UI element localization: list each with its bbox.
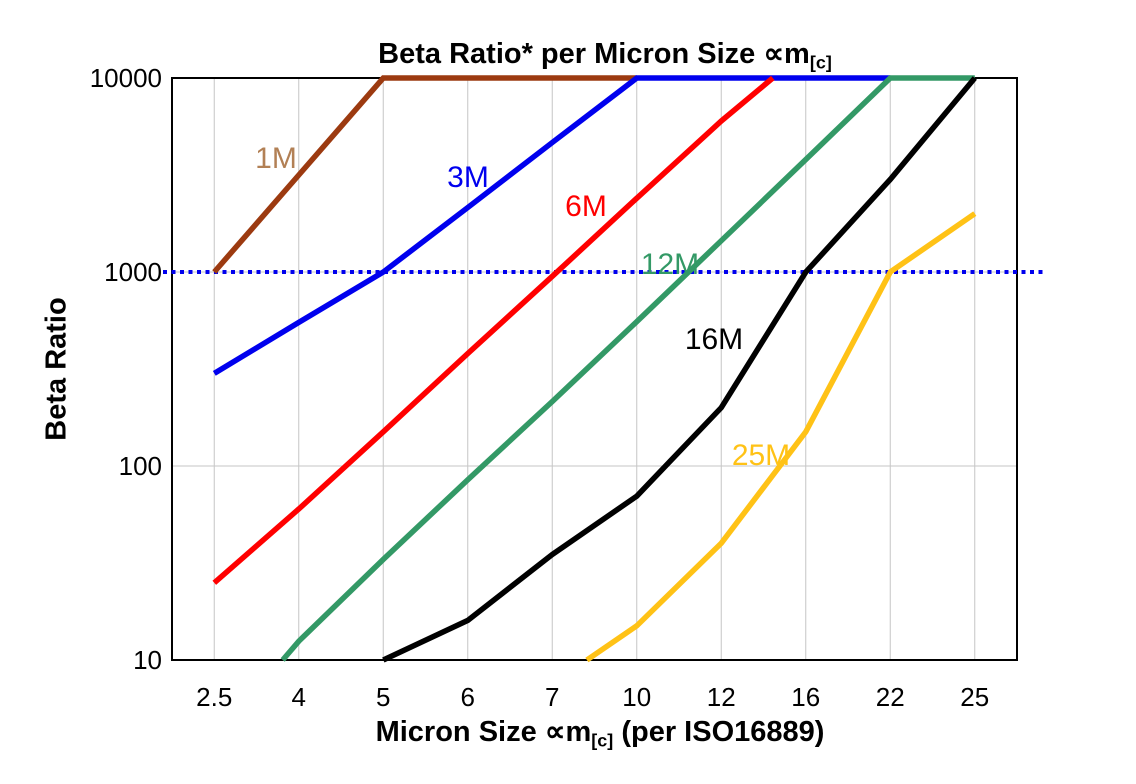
x-tick-label-6: 6 [461,682,475,712]
micron-symbol: ∝m [544,716,592,748]
x-axis-title-text: Micron Size [375,716,545,748]
series-label-3M: 3M [447,161,489,194]
series-label-12M: 12M [641,248,699,281]
micron-subscript: [c] [591,730,614,751]
x-tick-label-2.5: 2.5 [196,682,232,712]
y-tick-label-10000: 10000 [90,63,162,93]
micron-symbol: ∝m [763,38,810,70]
x-tick-label-5: 5 [376,682,390,712]
series-line-12M [280,75,975,662]
series-label-6M: 6M [565,190,607,223]
series-line-16M [382,76,977,663]
series-label-16M: 16M [685,323,743,356]
x-tick-label-22: 22 [876,682,905,712]
x-tick-label-4: 4 [292,682,306,712]
y-tick-label-10: 10 [133,645,162,675]
x-tick-label-10: 10 [622,682,651,712]
chart-title: Beta Ratio* per Micron Size ∝m[c] [160,36,1050,73]
x-tick-label-7: 7 [545,682,559,712]
y-tick-label-100: 100 [119,451,162,481]
x-tick-label-12: 12 [707,682,736,712]
series-line-6M [212,75,775,585]
series-line-25M [585,211,977,663]
x-axis-title-suffix: (per ISO16889) [613,716,825,748]
y-tick-label-1000: 1000 [104,257,162,287]
series-label-25M: 25M [732,439,790,472]
x-tick-label-25: 25 [960,682,989,712]
micron-subscript: [c] [809,52,832,73]
chart-title-text: Beta Ratio* per Micron Size [378,38,764,70]
series-line-3M [212,75,891,376]
x-axis-title: Micron Size ∝m[c] (per ISO16889) [155,714,1045,751]
series-line-1M [212,75,637,274]
x-tick-label-16: 16 [791,682,820,712]
series-label-1M: 1M [255,142,297,175]
